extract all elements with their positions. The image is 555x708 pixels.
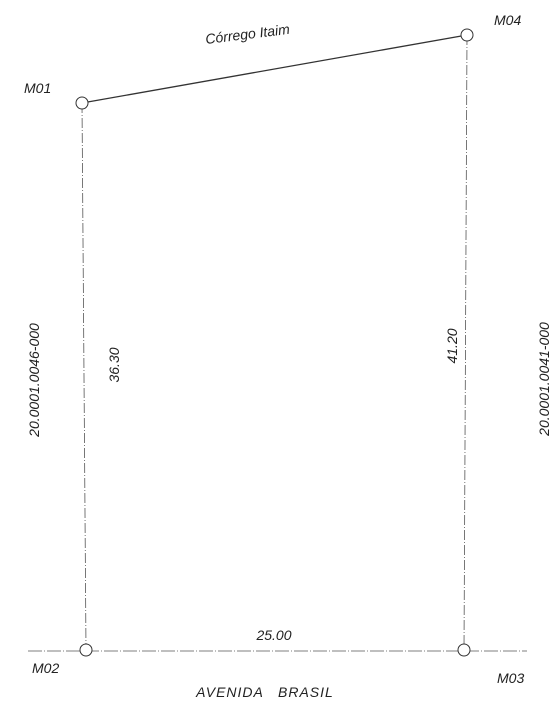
marker-m03-circle (457, 643, 471, 657)
marker-m04-circle (460, 28, 474, 42)
dimension-bottom-label: 25.00 (255, 627, 291, 643)
marker-m03-label: M03 (497, 670, 524, 686)
boundary-line-top (81, 34, 468, 104)
marker-m02-circle (79, 643, 93, 657)
left-parcel-code: 20.0001.0046-000 (26, 323, 42, 438)
street-name-label: AVENIDA BRASIL (195, 684, 334, 700)
boundary-line-right (463, 34, 468, 651)
dimension-left-label: 36.30 (106, 347, 122, 382)
marker-m01-label: M01 (24, 80, 51, 96)
boundary-line-left (81, 102, 87, 651)
marker-m02-label: M02 (32, 660, 59, 676)
right-parcel-code: 20.0001.0041-000 (536, 322, 552, 437)
dimension-right-label: 41.20 (444, 328, 460, 363)
marker-m04-label: M04 (494, 12, 521, 28)
stream-label: Córrego Itaim (204, 21, 290, 47)
marker-m01-circle (75, 96, 89, 110)
